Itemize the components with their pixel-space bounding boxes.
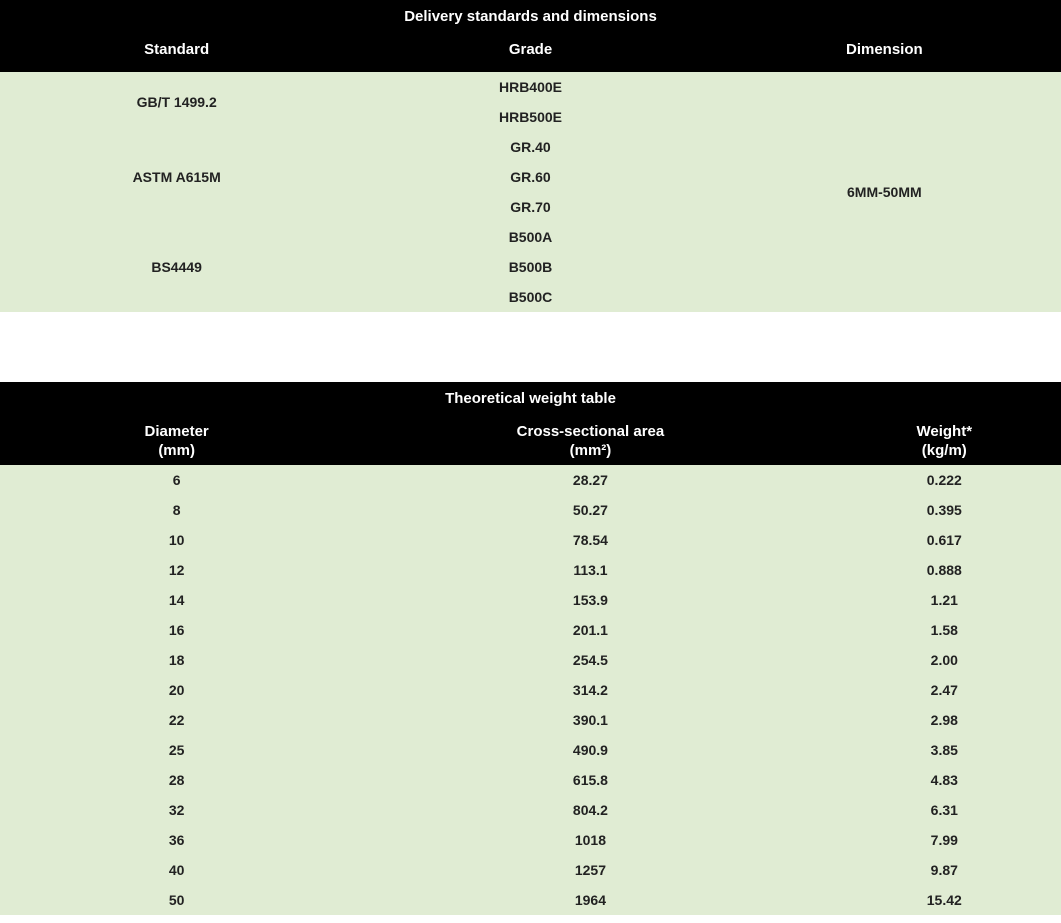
table-cell: 32 bbox=[0, 795, 353, 825]
table-cell: 1.58 bbox=[828, 615, 1061, 645]
table-row: 3610187.99 bbox=[0, 825, 1061, 855]
table2-header-cell: Diameter bbox=[0, 413, 353, 442]
table-cell: 390.1 bbox=[353, 705, 827, 735]
standard-cell: ASTM A615M bbox=[0, 132, 353, 222]
table-row: GB/T 1499.2HRB400E6MM-50MM bbox=[0, 72, 1061, 102]
spacer bbox=[0, 312, 1061, 382]
table1-header-cell: Dimension bbox=[708, 31, 1061, 72]
table-cell: 3.85 bbox=[828, 735, 1061, 765]
table1-header-cell: Grade bbox=[353, 31, 707, 72]
table-row: 20314.22.47 bbox=[0, 675, 1061, 705]
table-cell: 2.47 bbox=[828, 675, 1061, 705]
table-cell: 28.27 bbox=[353, 465, 827, 495]
table-row: 32804.26.31 bbox=[0, 795, 1061, 825]
table-cell: 1.21 bbox=[828, 585, 1061, 615]
table-row: 28615.84.83 bbox=[0, 765, 1061, 795]
grade-cell: B500B bbox=[353, 252, 707, 282]
table-cell: 0.222 bbox=[828, 465, 1061, 495]
theoretical-weight-table: Theoretical weight table DiameterCross-s… bbox=[0, 382, 1061, 915]
table-cell: 314.2 bbox=[353, 675, 827, 705]
table-cell: 40 bbox=[0, 855, 353, 885]
table-cell: 490.9 bbox=[353, 735, 827, 765]
table-cell: 16 bbox=[0, 615, 353, 645]
standard-cell: GB/T 1499.2 bbox=[0, 72, 353, 132]
table-cell: 12 bbox=[0, 555, 353, 585]
table-cell: 14 bbox=[0, 585, 353, 615]
table-row: 850.270.395 bbox=[0, 495, 1061, 525]
table-cell: 8 bbox=[0, 495, 353, 525]
table-cell: 7.99 bbox=[828, 825, 1061, 855]
table-row: 18254.52.00 bbox=[0, 645, 1061, 675]
table-cell: 201.1 bbox=[353, 615, 827, 645]
table2-header-unit: (mm²) bbox=[353, 442, 827, 465]
table-cell: 0.395 bbox=[828, 495, 1061, 525]
table-cell: 153.9 bbox=[353, 585, 827, 615]
table-row: 22390.12.98 bbox=[0, 705, 1061, 735]
table-row: 12113.10.888 bbox=[0, 555, 1061, 585]
table-cell: 50.27 bbox=[353, 495, 827, 525]
table-cell: 0.617 bbox=[828, 525, 1061, 555]
table-cell: 50 bbox=[0, 885, 353, 915]
delivery-standards-table: Delivery standards and dimensions Standa… bbox=[0, 0, 1061, 312]
table-cell: 1257 bbox=[353, 855, 827, 885]
table-row: 1078.540.617 bbox=[0, 525, 1061, 555]
table2-header-unit: (mm) bbox=[0, 442, 353, 465]
table-cell: 36 bbox=[0, 825, 353, 855]
table-cell: 0.888 bbox=[828, 555, 1061, 585]
table-cell: 18 bbox=[0, 645, 353, 675]
table-row: 50196415.42 bbox=[0, 885, 1061, 915]
table-row: 16201.11.58 bbox=[0, 615, 1061, 645]
grade-cell: GR.70 bbox=[353, 192, 707, 222]
table2-header-cell: Cross-sectional area bbox=[353, 413, 827, 442]
table-cell: 2.00 bbox=[828, 645, 1061, 675]
table-cell: 15.42 bbox=[828, 885, 1061, 915]
table-cell: 615.8 bbox=[353, 765, 827, 795]
table-cell: 20 bbox=[0, 675, 353, 705]
grade-cell: B500A bbox=[353, 222, 707, 252]
standard-cell: BS4449 bbox=[0, 222, 353, 312]
table1-header-cell: Standard bbox=[0, 31, 353, 72]
grade-cell: GR.40 bbox=[353, 132, 707, 162]
table-row: 25490.93.85 bbox=[0, 735, 1061, 765]
table-cell: 9.87 bbox=[828, 855, 1061, 885]
grade-cell: HRB500E bbox=[353, 102, 707, 132]
table-cell: 4.83 bbox=[828, 765, 1061, 795]
table-cell: 1964 bbox=[353, 885, 827, 915]
grade-cell: B500C bbox=[353, 282, 707, 312]
table-cell: 1018 bbox=[353, 825, 827, 855]
table-cell: 25 bbox=[0, 735, 353, 765]
table2-header-unit: (kg/m) bbox=[828, 442, 1061, 465]
grade-cell: HRB400E bbox=[353, 72, 707, 102]
table-row: 14153.91.21 bbox=[0, 585, 1061, 615]
table-row: 4012579.87 bbox=[0, 855, 1061, 885]
table-cell: 804.2 bbox=[353, 795, 827, 825]
table-cell: 28 bbox=[0, 765, 353, 795]
dimension-cell: 6MM-50MM bbox=[708, 72, 1061, 312]
table-cell: 254.5 bbox=[353, 645, 827, 675]
table-row: 628.270.222 bbox=[0, 465, 1061, 495]
table-cell: 113.1 bbox=[353, 555, 827, 585]
table-cell: 6 bbox=[0, 465, 353, 495]
grade-cell: GR.60 bbox=[353, 162, 707, 192]
table2-title: Theoretical weight table bbox=[0, 382, 1061, 413]
table-cell: 22 bbox=[0, 705, 353, 735]
table-cell: 2.98 bbox=[828, 705, 1061, 735]
table-cell: 10 bbox=[0, 525, 353, 555]
table-cell: 6.31 bbox=[828, 795, 1061, 825]
table-cell: 78.54 bbox=[353, 525, 827, 555]
table2-header-cell: Weight* bbox=[828, 413, 1061, 442]
table1-title: Delivery standards and dimensions bbox=[0, 0, 1061, 31]
